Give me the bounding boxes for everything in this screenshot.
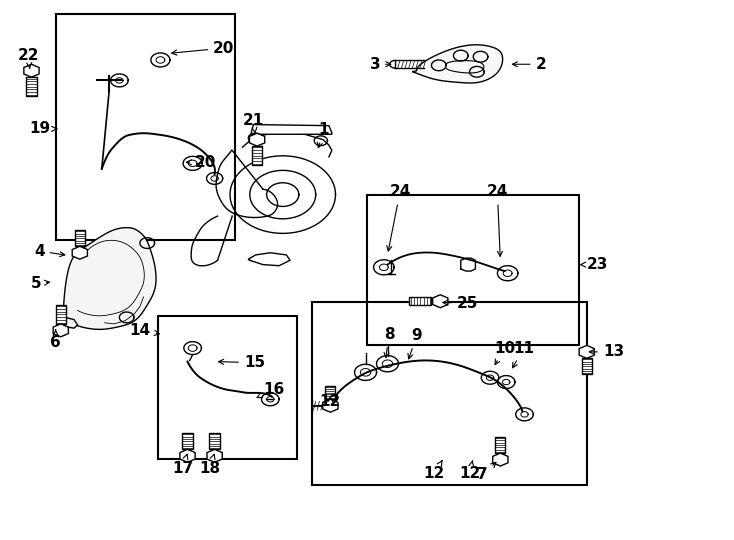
Polygon shape [65,318,78,328]
Polygon shape [325,386,335,399]
Text: 7: 7 [477,462,496,482]
Text: 6: 6 [50,329,61,350]
Text: 16: 16 [257,382,284,397]
Text: 3: 3 [369,57,390,72]
Polygon shape [53,324,68,337]
Text: 1: 1 [317,123,329,147]
Text: 24: 24 [487,184,508,256]
Polygon shape [180,449,195,462]
Polygon shape [252,146,262,165]
Polygon shape [250,133,265,146]
Polygon shape [432,295,448,308]
Text: 11: 11 [512,341,534,368]
Text: 2: 2 [512,57,546,72]
Text: 4: 4 [34,244,65,259]
Text: 20: 20 [172,40,235,56]
Text: 21: 21 [243,113,264,133]
Text: 10: 10 [494,341,515,364]
Text: 25: 25 [443,296,478,311]
Text: 22: 22 [18,48,40,69]
Text: 8: 8 [384,327,394,357]
Polygon shape [579,346,595,359]
Text: 18: 18 [199,454,220,476]
Polygon shape [413,45,503,83]
Polygon shape [209,433,219,449]
Polygon shape [23,64,39,77]
Polygon shape [63,228,156,329]
Text: 19: 19 [29,122,57,137]
Text: 5: 5 [30,276,49,291]
Polygon shape [72,246,87,259]
Polygon shape [75,230,85,246]
Polygon shape [182,433,192,449]
Text: 23: 23 [581,257,608,272]
Text: 12: 12 [424,461,445,481]
Text: 12: 12 [459,461,480,481]
Text: 17: 17 [172,454,193,476]
Text: 9: 9 [408,328,422,359]
Polygon shape [26,77,37,96]
Polygon shape [410,298,432,305]
Polygon shape [493,453,508,466]
Polygon shape [251,125,332,134]
Polygon shape [323,399,338,412]
Text: 24: 24 [387,184,410,251]
Polygon shape [207,449,222,462]
Polygon shape [56,305,66,324]
Text: 20: 20 [186,155,217,170]
Polygon shape [581,359,592,375]
Text: 14: 14 [130,323,159,338]
Text: 12: 12 [320,394,341,409]
Text: 13: 13 [589,345,624,359]
Text: 15: 15 [219,355,265,370]
Polygon shape [495,437,506,453]
